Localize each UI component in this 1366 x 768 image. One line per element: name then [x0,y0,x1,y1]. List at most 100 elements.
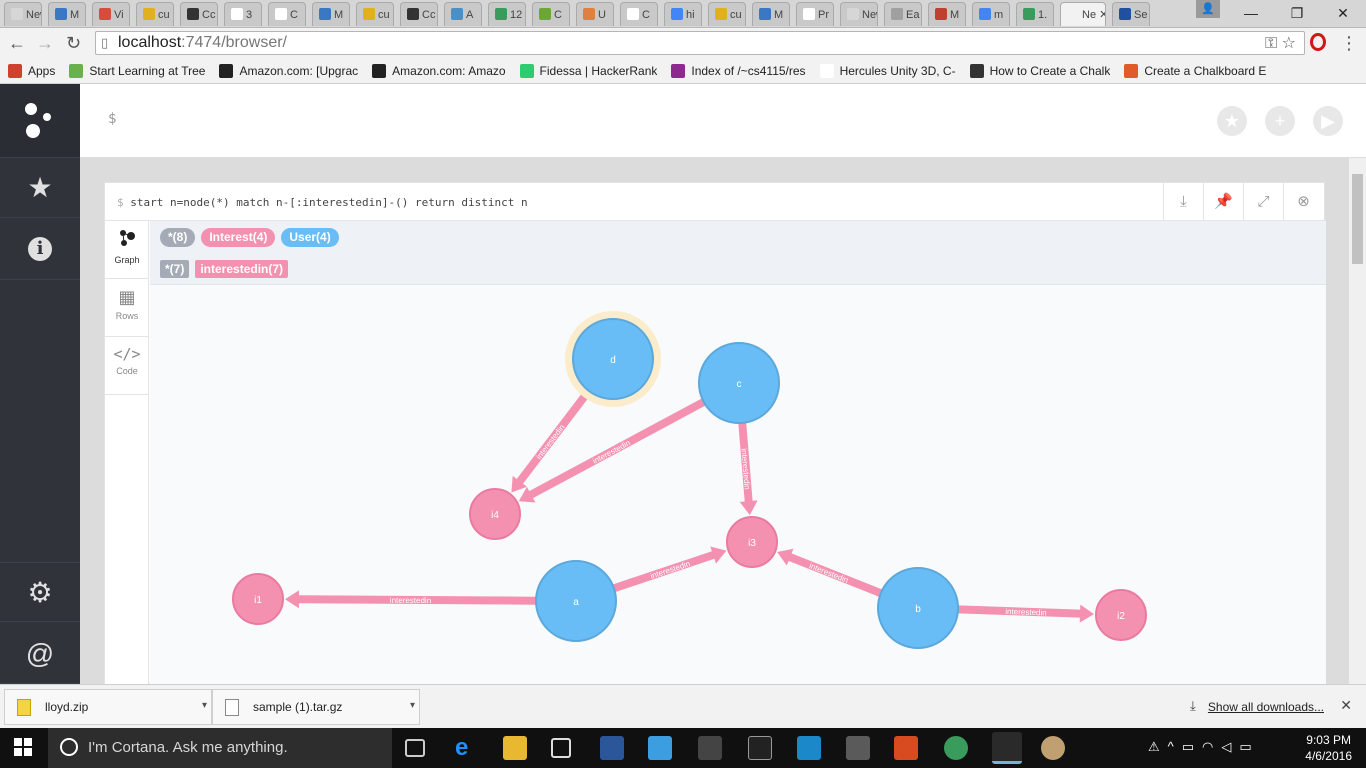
interest-node[interactable]: i2 [1095,589,1147,641]
chevron-down-icon[interactable]: ▾ [201,700,207,711]
browser-tab[interactable]: 3 [224,2,262,26]
relationship-arrow[interactable] [738,422,758,516]
task-view-icon[interactable] [405,739,425,757]
download-icon[interactable]: ⤓ [1163,183,1203,221]
restore-icon[interactable]: ❐ [1290,5,1304,21]
bookmark-item[interactable]: Create a Chalkboard E [1124,63,1266,78]
browser-tab[interactable]: New [840,2,878,26]
interest-node[interactable]: i3 [726,516,778,568]
relationship-arrow[interactable] [957,604,1094,623]
browser-tab[interactable]: C [268,2,306,26]
user-node[interactable]: a [535,560,617,642]
interest-node[interactable]: i1 [232,573,284,625]
app-icon[interactable] [797,736,821,760]
back-icon[interactable]: ← [8,33,26,53]
run-query-icon[interactable]: ▶ [1313,106,1343,136]
bookmark-item[interactable]: Start Learning at Tree [69,63,205,78]
user-node[interactable]: c [698,342,780,424]
browser-tab[interactable]: hi [664,2,702,26]
settings-gear-icon[interactable]: ⚙ [0,562,80,622]
browser-tab[interactable]: Se [1112,2,1150,26]
browser-tab[interactable]: C [620,2,658,26]
node-label-pill[interactable]: Interest(4) [201,228,276,247]
node-label-pill[interactable]: *(8) [160,228,196,247]
terminal-icon[interactable] [748,736,772,760]
user-node[interactable]: b [877,567,959,649]
bookmark-item[interactable]: Hercules Unity 3D, C- [819,63,956,78]
browser-tab[interactable]: m [972,2,1010,26]
browser-tab[interactable]: cu [136,2,174,26]
expand-icon[interactable]: ⤢ [1243,183,1283,221]
node-circle[interactable] [232,573,284,625]
file-explorer-icon[interactable] [503,736,527,760]
unity-icon[interactable] [698,736,722,760]
node-circle[interactable] [535,560,617,642]
windows-start-icon[interactable] [14,738,32,761]
tab-code[interactable]: </> Code [105,337,149,395]
node-circle[interactable] [1095,589,1147,641]
pin-icon[interactable]: 📌 [1203,183,1243,221]
interest-node[interactable]: i4 [469,488,521,540]
info-icon[interactable]: i [0,218,80,280]
cortana-search[interactable]: I'm Cortana. Ask me anything. [48,728,392,768]
node-circle[interactable] [572,318,654,400]
graph-canvas[interactable]: interestedin interestedin interestedin inte… [150,285,1326,685]
profile-icon[interactable]: 👤 [1196,0,1220,18]
query-editor[interactable]: $ ★ + ▶ [80,84,1366,158]
sublime-icon[interactable] [846,736,870,760]
relationship-arrow[interactable] [511,388,592,493]
favorite-query-icon[interactable]: ★ [1217,106,1247,136]
browser-tab[interactable]: M [48,2,86,26]
close-downloads-icon[interactable]: ✕ [1340,697,1352,713]
clock[interactable]: 9:03 PM 4/6/2016 [1305,732,1352,764]
bookmark-star-icon[interactable]: ☆ [1281,35,1296,52]
browser-tab[interactable]: cu [708,2,746,26]
browser-tab[interactable]: Cc [180,2,218,26]
browser-tab[interactable]: A [444,2,482,26]
close-window-icon[interactable]: ✕ [1337,5,1349,21]
close-frame-icon[interactable]: ⊗ [1283,183,1323,221]
download-item[interactable]: lloyd.zip ▾ [4,689,212,725]
browser-tab[interactable]: M [752,2,790,26]
browser-tab[interactable]: 1. [1016,2,1054,26]
browser-tab[interactable]: Vi [92,2,130,26]
browser-tab[interactable]: C [532,2,570,26]
bookmark-item[interactable]: Amazon.com: [Upgrac [219,63,358,78]
browser-tab[interactable]: U [576,2,614,26]
frame-query[interactable]: $ start n=node(*) match n-[:interestedin… [117,196,528,209]
key-icon[interactable]: ⚿ [1265,35,1278,52]
paint-icon[interactable] [1041,736,1065,760]
browser-tab[interactable]: 12 [488,2,526,26]
bookmark-item[interactable]: Index of /~cs4115/res [671,63,806,78]
scrollbar-thumb[interactable] [1352,174,1363,264]
bookmark-item[interactable]: How to Create a Chalk [969,63,1110,78]
relationship-type-tag[interactable]: interestedin(7) [195,260,289,278]
browser-tab[interactable]: Pr [796,2,834,26]
tab-rows[interactable]: ▦ Rows [105,279,149,337]
user-node[interactable]: d [565,311,661,407]
chevron-down-icon[interactable]: ▾ [409,700,415,711]
relationship-arrow[interactable] [777,548,883,597]
node-circle[interactable] [698,342,780,424]
browser-tab[interactable]: M [312,2,350,26]
store-icon[interactable] [551,738,571,758]
relationship-arrow[interactable] [612,546,727,593]
browser-tab[interactable]: cu [356,2,394,26]
about-at-icon[interactable]: @ [0,624,80,684]
chrome-menu-icon[interactable]: ⋮ [1340,33,1358,53]
relationship-arrow[interactable] [285,590,536,609]
bookmark-item[interactable]: Fidessa | HackerRank [519,63,657,78]
browser-tab[interactable]: M [928,2,966,26]
show-all-downloads-link[interactable]: Show all downloads... [1207,700,1324,714]
browser-tab[interactable]: New [4,2,42,26]
close-tab-icon[interactable]: ✕ [1096,9,1105,21]
node-circle[interactable] [726,516,778,568]
app-icon[interactable] [944,736,968,760]
graph-svg[interactable]: interestedin interestedin interestedin inte… [150,285,1326,685]
neo4j-logo-icon[interactable] [0,84,80,158]
reload-icon[interactable]: ↻ [66,33,82,53]
clear-editor-icon[interactable]: + [1265,106,1295,136]
relationship-arrow[interactable] [518,398,706,503]
word-icon[interactable] [600,736,624,760]
edge-icon[interactable]: e [455,734,469,761]
